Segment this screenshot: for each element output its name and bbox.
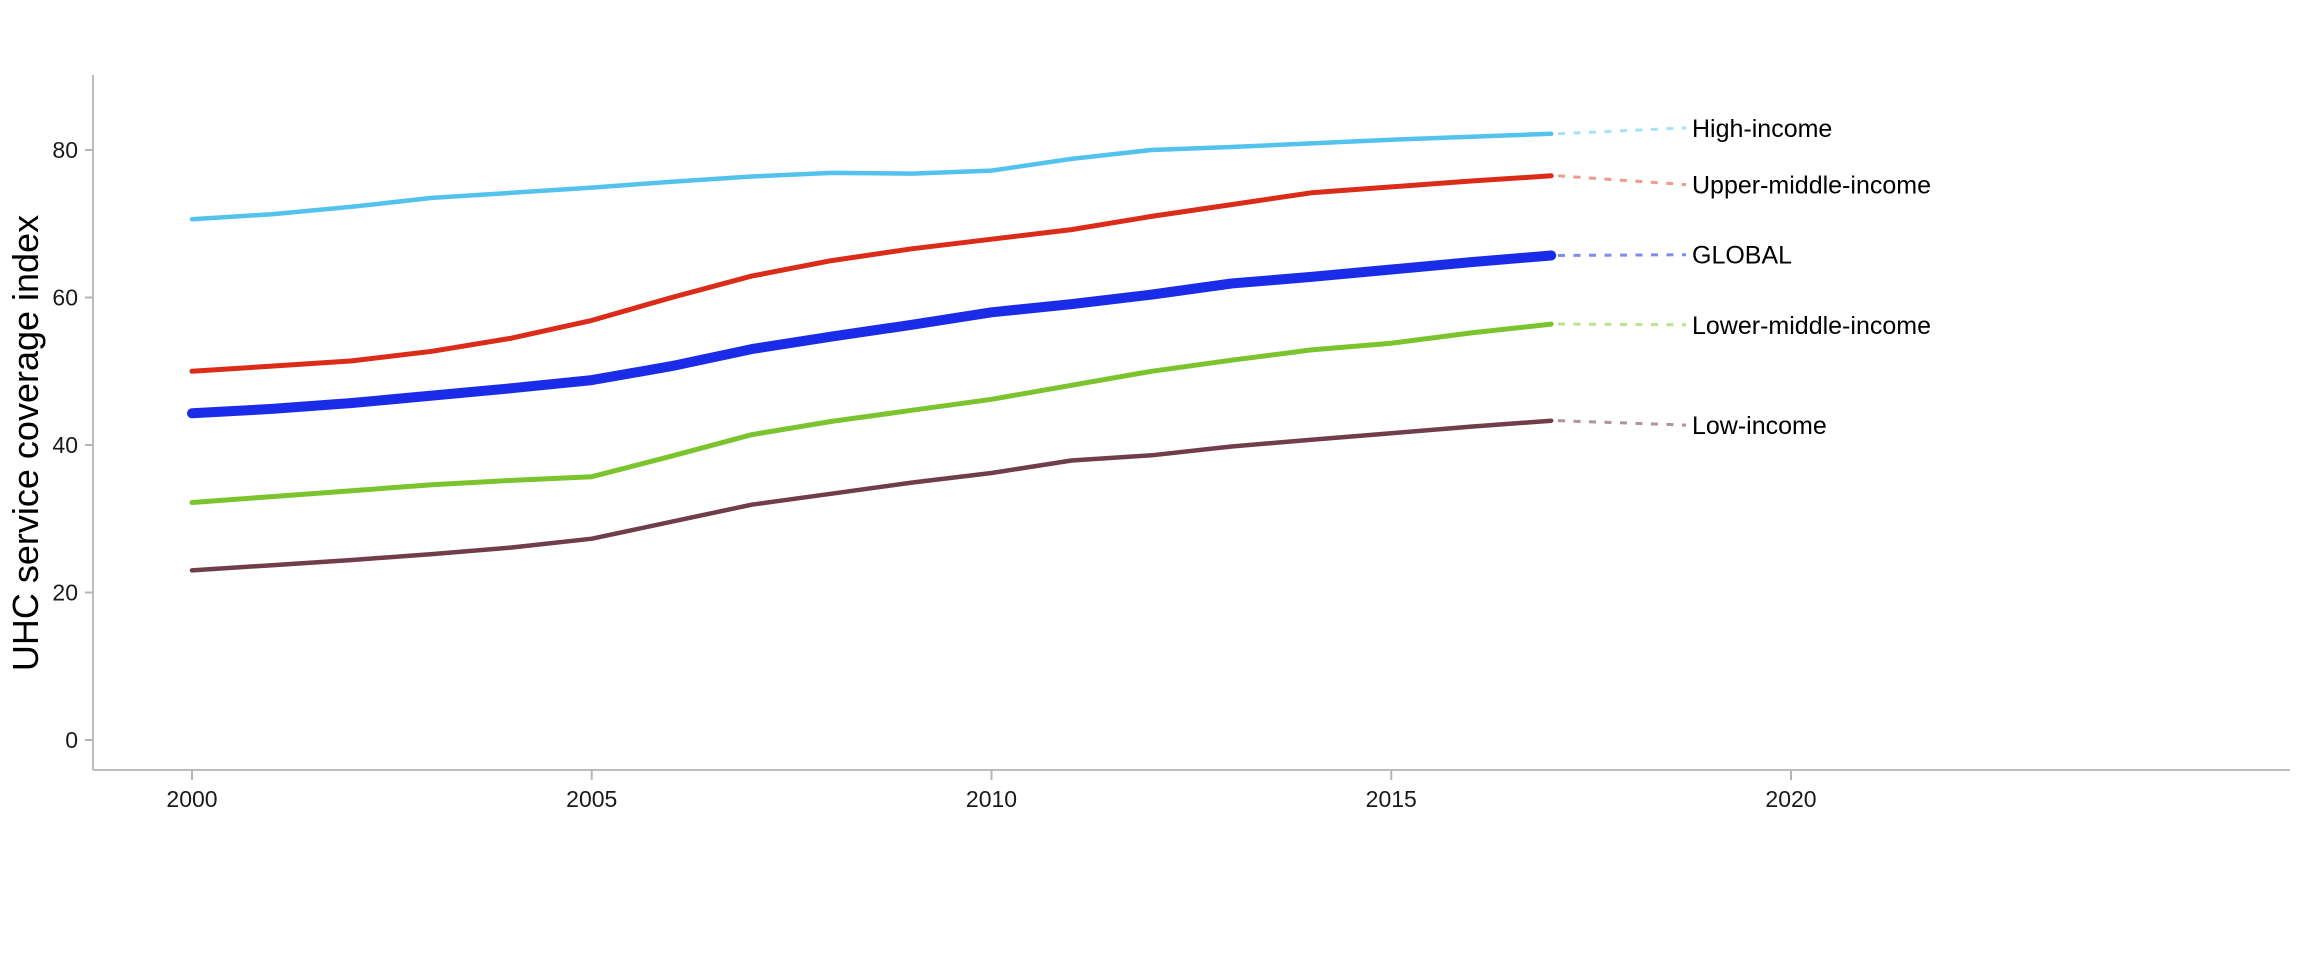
- line-global: [187, 250, 1557, 419]
- y-axis-title: UHC service coverage index: [5, 215, 46, 671]
- label-global: GLOBAL: [1692, 242, 1792, 270]
- x-tick-label-2000: 2000: [166, 786, 217, 812]
- label-upper-middle-income: Upper-middle-income: [1692, 172, 1931, 200]
- connector-upper-middle-income: [1557, 174, 1687, 187]
- y-tick-label-0: 0: [65, 727, 78, 753]
- connector-low-income: [1557, 419, 1687, 427]
- x-tick-label-2015: 2015: [1366, 786, 1417, 812]
- line-high-income: [189, 131, 1554, 222]
- y-tick-label-60: 60: [52, 285, 78, 311]
- y-tick-label-80: 80: [52, 137, 78, 163]
- y-tick-label-40: 40: [52, 432, 78, 458]
- label-high-income: High-income: [1692, 115, 1832, 143]
- x-tick-label-2020: 2020: [1765, 786, 1816, 812]
- line-upper-middle-income: [189, 173, 1554, 374]
- y-tick-label-20: 20: [52, 580, 78, 606]
- line-low-income: [189, 418, 1554, 573]
- line-lower-middle-income: [189, 321, 1554, 505]
- label-lower-middle-income: Lower-middle-income: [1692, 312, 1931, 340]
- x-tick-label-2005: 2005: [566, 786, 617, 812]
- label-low-income: Low-income: [1692, 412, 1827, 440]
- connector-lower-middle-income: [1557, 322, 1687, 327]
- x-tick-label-2010: 2010: [966, 786, 1017, 812]
- connector-global: [1557, 253, 1687, 257]
- connector-high-income: [1557, 126, 1687, 136]
